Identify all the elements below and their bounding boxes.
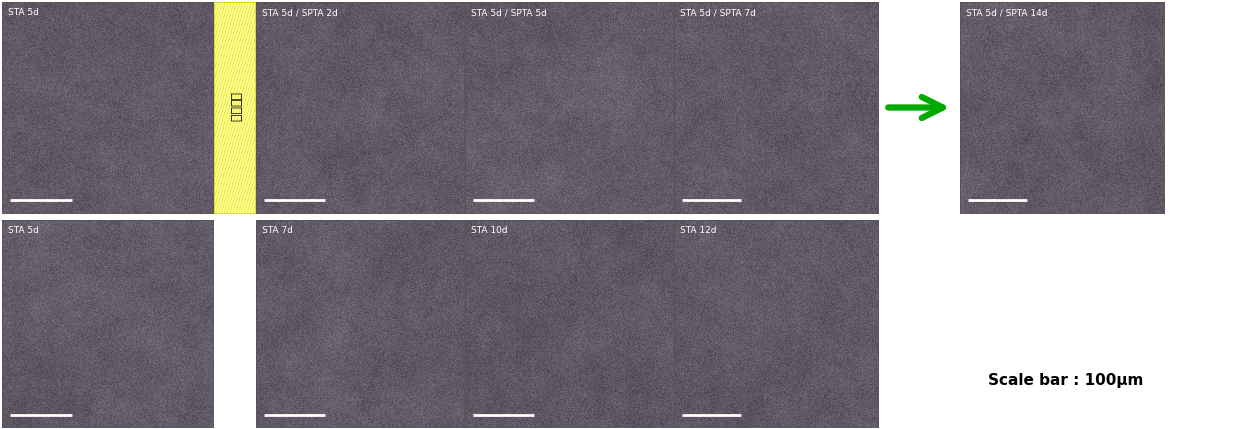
- Text: STA 5d: STA 5d: [9, 8, 39, 17]
- Text: STA 10d: STA 10d: [471, 226, 508, 235]
- Text: STA 5d / SPTA 2d: STA 5d / SPTA 2d: [262, 8, 338, 17]
- Text: STA 7d: STA 7d: [262, 226, 293, 235]
- Text: 형태변화: 형태변화: [228, 93, 240, 123]
- Text: Scale bar : 100μm: Scale bar : 100μm: [988, 373, 1143, 388]
- Text: STA 5d / SPTA 7d: STA 5d / SPTA 7d: [680, 8, 756, 17]
- Text: STA 5d / SPTA 5d: STA 5d / SPTA 5d: [471, 8, 547, 17]
- Text: STA 5d / SPTA 14d: STA 5d / SPTA 14d: [967, 8, 1048, 17]
- Text: STA 12d: STA 12d: [680, 226, 716, 235]
- Text: STA 5d: STA 5d: [9, 226, 39, 235]
